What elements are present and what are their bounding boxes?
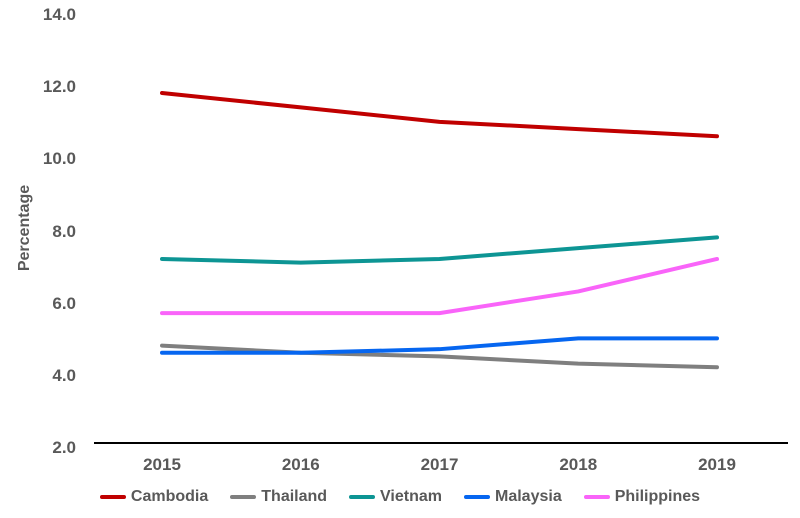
x-tick-label: 2016 <box>281 455 320 474</box>
legend-swatch-icon <box>99 495 126 499</box>
x-tick-label: 2018 <box>559 455 598 474</box>
y-tick-label: 10.0 <box>42 149 76 169</box>
legend-swatch-icon <box>464 495 490 499</box>
y-tick-label: 12.0 <box>42 77 76 97</box>
legend-item-philippines: Philippines <box>583 488 701 506</box>
series-line-cambodia <box>160 90 719 139</box>
legend-item-vietnam: Vietnam <box>349 488 442 506</box>
series-line-malaysia <box>160 336 719 355</box>
legend-label: Malaysia <box>495 488 562 505</box>
legend-label: Philippines <box>614 488 701 505</box>
legend-label: Vietnam <box>380 488 442 505</box>
x-tick-label: 2017 <box>420 455 459 474</box>
x-tick-label: 2019 <box>698 455 736 474</box>
y-tick-label: 4.0 <box>52 365 76 385</box>
legend-swatch-icon <box>583 495 610 499</box>
y-tick-label: 14.0 <box>42 5 76 24</box>
legend-swatch-icon <box>349 495 376 499</box>
legend-swatch-icon <box>230 495 257 499</box>
x-tick-label: 2015 <box>143 455 181 474</box>
series-line-philippines <box>160 256 719 316</box>
chart-legend: Cambodia Thailand Vietnam Malaysia Philippin… <box>0 488 800 506</box>
y-tick-label: 8.0 <box>52 221 76 241</box>
legend-label: Thailand <box>261 488 328 505</box>
legend-item-malaysia: Malaysia <box>464 488 562 506</box>
y-tick-label: 6.0 <box>52 293 76 313</box>
legend-item-thailand: Thailand <box>230 488 327 506</box>
series-line-vietnam <box>160 235 719 265</box>
series-line-thailand <box>160 343 719 370</box>
y-tick-label: 2.0 <box>52 438 76 457</box>
legend-label: Cambodia <box>130 488 209 505</box>
legend-item-cambodia: Cambodia <box>99 488 209 506</box>
